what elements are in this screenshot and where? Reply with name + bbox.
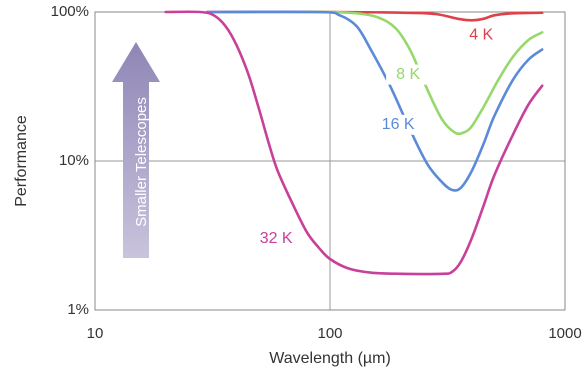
series-line-32k [164, 10, 544, 276]
y-axis-title: Performance [13, 115, 30, 207]
series-label-bg [254, 228, 299, 249]
series-label-32k: 32 K [260, 230, 293, 247]
x-tick-label: 10 [87, 325, 104, 342]
series-label-8k: 8 K [396, 66, 420, 83]
x-axis-title: Wavelength (µm) [269, 350, 391, 367]
y-tick-label: 1% [67, 301, 89, 318]
series-label-bg [376, 114, 421, 135]
series-label-bg [459, 25, 504, 46]
x-tick-label: 1000 [548, 325, 581, 342]
series-lines [164, 10, 544, 276]
series-labels: 4 K 8 K 16 K 32 K [254, 25, 504, 249]
arrow-up-icon [112, 42, 160, 258]
series-label-16k: 16 K [382, 116, 415, 133]
x-tick-label: 100 [317, 325, 342, 342]
series-line-8k [305, 10, 544, 136]
y-tick-label: 100% [51, 3, 89, 20]
tick-labels: 10 100 1000 1% 10% 100% [51, 3, 582, 342]
y-tick-label: 10% [59, 152, 89, 169]
series-label-bg [386, 64, 431, 85]
series-line-16k [205, 10, 544, 192]
series-label-4k: 4 K [469, 26, 493, 43]
smaller-telescopes-arrow: Smaller Telescopes [112, 42, 160, 258]
annotation-text: Smaller Telescopes [133, 97, 150, 227]
